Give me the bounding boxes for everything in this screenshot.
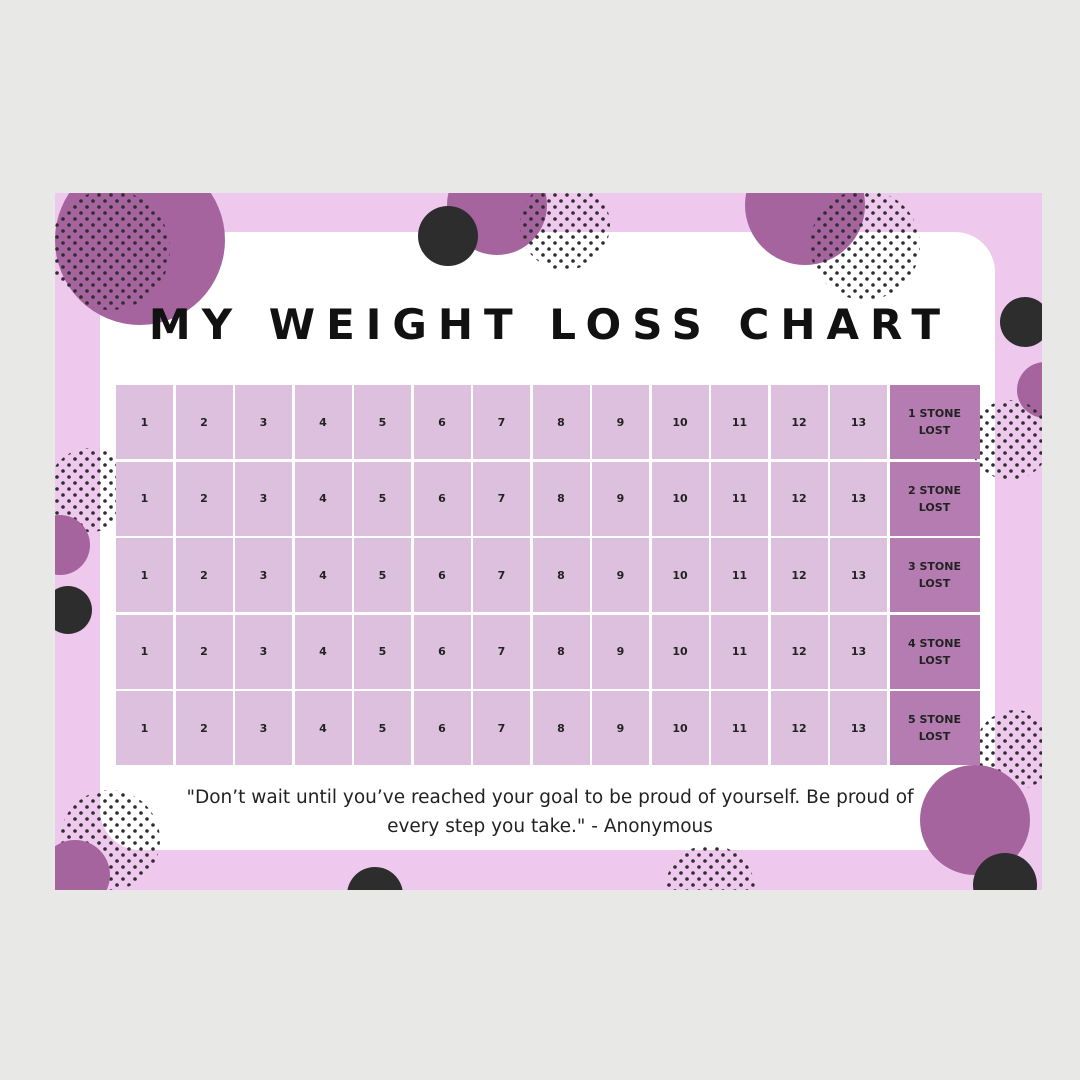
day-cell: 2 xyxy=(175,538,233,612)
day-cell: 6 xyxy=(413,538,471,612)
day-cell: 5 xyxy=(354,614,411,689)
day-cell: 6 xyxy=(413,385,471,459)
day-cell: 9 xyxy=(592,385,649,459)
day-cell: 13 xyxy=(830,691,887,765)
day-cell: 2 xyxy=(175,614,233,689)
day-cell: 8 xyxy=(532,691,590,765)
day-cell: 6 xyxy=(413,461,471,536)
stone-label: 4 STONE LOST xyxy=(889,614,980,689)
chart-grid: 1 2 3 4 5 6 7 8 9 10 11 12 13 1 STONE LOST 1 2 3 4 5 6 7 8 9 10… xyxy=(116,385,980,765)
day-cell: 10 xyxy=(651,614,709,689)
day-cell: 8 xyxy=(532,461,590,536)
stone-label: 5 STONE LOST xyxy=(889,691,980,765)
day-cell: 9 xyxy=(592,691,649,765)
day-cell: 7 xyxy=(473,614,530,689)
day-cell: 1 xyxy=(116,614,173,689)
stone-label: 1 STONE LOST xyxy=(889,385,980,459)
day-cell: 2 xyxy=(175,461,233,536)
day-cell: 10 xyxy=(651,691,709,765)
day-cell: 12 xyxy=(770,461,828,536)
day-cell: 6 xyxy=(413,691,471,765)
day-cell: 7 xyxy=(473,461,530,536)
day-cell: 7 xyxy=(473,538,530,612)
day-cell: 11 xyxy=(711,691,768,765)
day-cell: 8 xyxy=(532,614,590,689)
day-cell: 13 xyxy=(830,538,887,612)
day-cell: 3 xyxy=(235,538,292,612)
day-cell: 5 xyxy=(354,538,411,612)
day-cell: 12 xyxy=(770,614,828,689)
day-cell: 5 xyxy=(354,385,411,459)
stone-label: 3 STONE LOST xyxy=(889,538,980,612)
day-cell: 6 xyxy=(413,614,471,689)
day-cell: 12 xyxy=(770,691,828,765)
day-cell: 1 xyxy=(116,385,173,459)
day-cell: 3 xyxy=(235,614,292,689)
day-cell: 8 xyxy=(532,538,590,612)
day-cell: 12 xyxy=(770,538,828,612)
day-cell: 7 xyxy=(473,385,530,459)
day-cell: 11 xyxy=(711,385,768,459)
day-cell: 10 xyxy=(651,538,709,612)
day-cell: 11 xyxy=(711,538,768,612)
day-cell: 4 xyxy=(294,538,352,612)
day-cell: 7 xyxy=(473,691,530,765)
day-cell: 4 xyxy=(294,691,352,765)
quote: "Don’t wait until you’ve reached your go… xyxy=(186,787,914,837)
day-cell: 12 xyxy=(770,385,828,459)
day-cell: 3 xyxy=(235,385,292,459)
day-cell: 1 xyxy=(116,461,173,536)
title: MY WEIGHT LOSS CHART xyxy=(148,300,952,349)
day-cell: 3 xyxy=(235,461,292,536)
day-cell: 5 xyxy=(354,691,411,765)
day-cell: 11 xyxy=(711,614,768,689)
day-cell: 4 xyxy=(294,614,352,689)
day-cell: 1 xyxy=(116,691,173,765)
stone-label: 2 STONE LOST xyxy=(889,461,980,536)
day-cell: 4 xyxy=(294,461,352,536)
day-cell: 9 xyxy=(592,461,649,536)
day-cell: 4 xyxy=(294,385,352,459)
day-cell: 2 xyxy=(175,385,233,459)
day-cell: 1 xyxy=(116,538,173,612)
day-cell: 13 xyxy=(830,614,887,689)
day-cell: 13 xyxy=(830,385,887,459)
day-cell: 5 xyxy=(354,461,411,536)
day-cell: 9 xyxy=(592,614,649,689)
day-cell: 2 xyxy=(175,691,233,765)
day-cell: 11 xyxy=(711,461,768,536)
day-cell: 8 xyxy=(532,385,590,459)
day-cell: 10 xyxy=(651,385,709,459)
day-cell: 9 xyxy=(592,538,649,612)
day-cell: 13 xyxy=(830,461,887,536)
day-cell: 10 xyxy=(651,461,709,536)
day-cell: 3 xyxy=(235,691,292,765)
